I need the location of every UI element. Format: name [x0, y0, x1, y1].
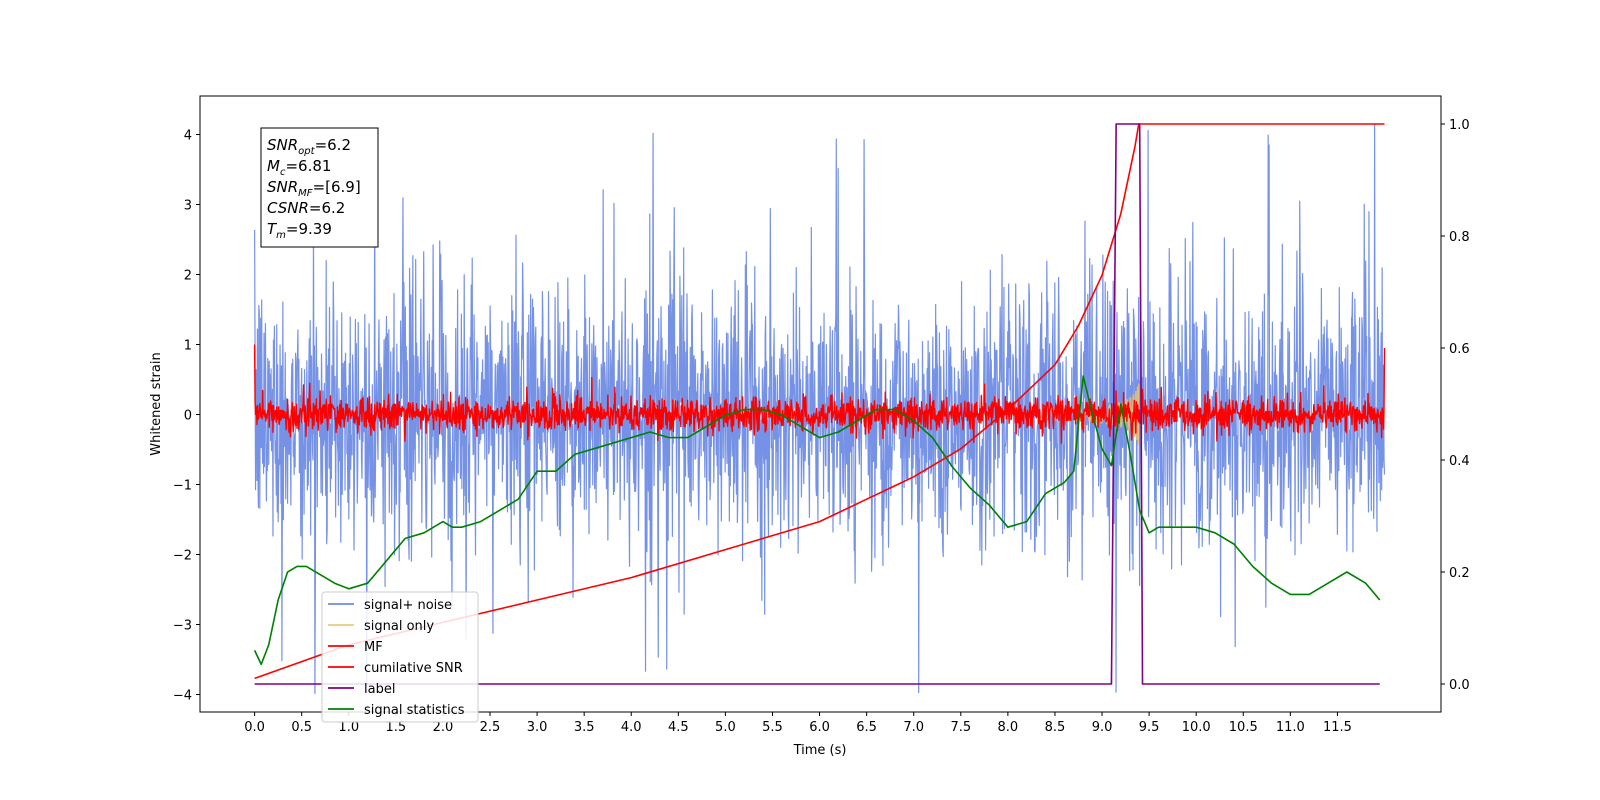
annotation-line: Mc=6.81 — [267, 157, 331, 178]
series-signal-noise — [254, 123, 1386, 695]
x-tick-label: 7.0 — [903, 720, 924, 735]
x-tick-label: 6.5 — [856, 720, 877, 735]
y-tick-label: −2 — [173, 549, 192, 564]
annotation-value: =6.81 — [285, 157, 331, 175]
x-tick-label: 1.0 — [338, 720, 359, 735]
series-signal-statistics — [253, 375, 1381, 666]
annotation-line: Tm=9.39 — [267, 220, 332, 241]
y-tick-label: 4 — [184, 129, 192, 144]
annotation-value: =6.2 — [315, 136, 351, 154]
x-tick-label: 2.5 — [480, 720, 501, 735]
x-tick-label: 0.5 — [291, 720, 312, 735]
x-tick-label: 6.0 — [809, 720, 830, 735]
y-tick-label: 2 — [184, 269, 192, 284]
x-tick-label: 4.5 — [668, 720, 689, 735]
legend-label-signal-statistics: signal statistics — [364, 703, 465, 718]
annotation-line: CSNR=6.2 — [267, 199, 345, 217]
x-axis-label: Time (s) — [793, 743, 847, 758]
x-tick-label: 2.0 — [433, 720, 454, 735]
annotation-subscript: m — [276, 230, 286, 241]
axis-ticks: 0.0 0.5 1.0 1.5 2.0 2.5 3.0 3.5 4.0 4.5 5.0 5.5 6.0 6… — [173, 118, 1470, 735]
x-tick-label: 11.0 — [1276, 720, 1305, 735]
legend-frame — [321, 591, 479, 723]
y2-tick-label: 0.6 — [1449, 342, 1470, 357]
series-mf — [253, 344, 1386, 444]
x-tick-label: 8.5 — [1045, 720, 1066, 735]
y2-tick-label: 0.2 — [1449, 566, 1470, 581]
y-tick-label: −1 — [173, 479, 192, 494]
y-tick-label: −4 — [173, 689, 192, 704]
x-tick-label: 10.0 — [1182, 720, 1211, 735]
y-tick-label: 3 — [184, 199, 192, 214]
x-tick-label: 3.5 — [574, 720, 595, 735]
x-tick-label: 1.5 — [386, 720, 407, 735]
legend-label-mf: MF — [364, 640, 383, 655]
legend-label-label: label — [364, 682, 395, 697]
annotation-symbol: SNR — [267, 136, 298, 154]
annotation-symbol: M — [267, 157, 280, 175]
x-tick-label: 7.5 — [950, 720, 971, 735]
legend: signal+ noise signal only MF cumilative SNR… — [321, 591, 479, 723]
legend-label-signal-noise: signal+ noise — [364, 598, 452, 613]
axes-frame — [199, 95, 1442, 713]
x-tick-label: 9.5 — [1139, 720, 1160, 735]
legend-label-signal-only: signal only — [364, 619, 434, 634]
x-tick-label: 5.0 — [715, 720, 736, 735]
annotation-value: =[6.9] — [313, 178, 361, 196]
x-tick-label: 11.5 — [1323, 720, 1352, 735]
x-tick-label: 8.0 — [998, 720, 1019, 735]
y-tick-label: 1 — [184, 339, 192, 354]
annotation-symbol: SNR — [267, 178, 298, 196]
x-tick-label: 0.0 — [244, 720, 265, 735]
legend-label-cumilative-snr: cumilative SNR — [364, 661, 463, 676]
annotation-value: =6.2 — [309, 199, 345, 217]
annotation-frame — [260, 127, 379, 248]
y-tick-label: −3 — [173, 619, 192, 634]
annotation-subscript: opt — [298, 146, 315, 157]
y-axis-label: Whitened strain — [149, 352, 164, 455]
x-tick-label: 10.5 — [1229, 720, 1258, 735]
y2-tick-label: 1.0 — [1449, 118, 1470, 133]
y-tick-label: 0 — [184, 409, 192, 424]
y2-tick-label: 0.0 — [1449, 678, 1470, 693]
x-tick-label: 5.5 — [762, 720, 783, 735]
annotation-line: SNRopt=6.2 — [267, 136, 351, 157]
annotation-symbol: T — [267, 220, 278, 238]
annotation-line: SNRMF=[6.9] — [267, 178, 361, 199]
annotation-subscript: MF — [298, 188, 313, 199]
x-tick-label: 4.0 — [621, 720, 642, 735]
x-tick-label: 3.0 — [527, 720, 548, 735]
annotation-subscript: c — [280, 167, 286, 178]
y2-tick-label: 0.8 — [1449, 230, 1470, 245]
annotation-symbol: CSNR — [267, 199, 309, 217]
annotation-value: =9.39 — [286, 220, 332, 238]
x-tick-label: 9.0 — [1092, 720, 1113, 735]
y2-tick-label: 0.4 — [1449, 454, 1470, 469]
annotation-box: SNRopt=6.2Mc=6.81SNRMF=[6.9]CSNR=6.2Tm=9… — [260, 127, 379, 248]
series-label — [254, 123, 1380, 685]
